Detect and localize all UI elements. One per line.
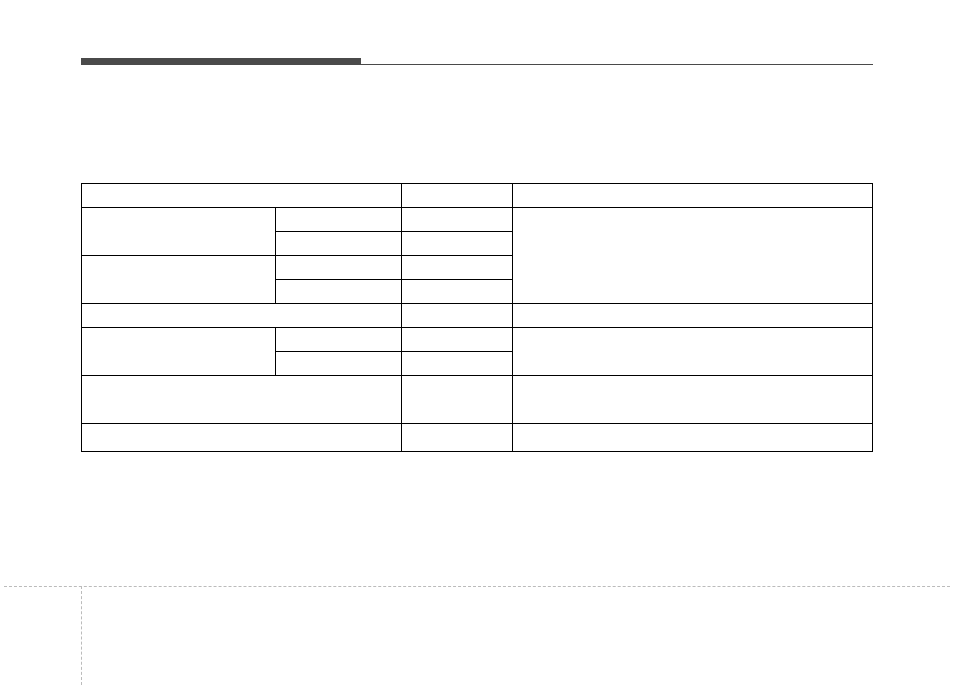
table-row: [82, 424, 873, 452]
cell: [402, 328, 513, 352]
cell: [402, 304, 513, 328]
cell: [513, 424, 873, 452]
cell: [82, 328, 276, 376]
cell: [82, 424, 402, 452]
cell: [275, 256, 402, 280]
table-row: [82, 376, 873, 424]
cell: [275, 280, 402, 304]
cell: [275, 232, 402, 256]
cell: [513, 328, 873, 376]
cell: [275, 208, 402, 232]
main-table: [81, 183, 873, 452]
table-row: [82, 328, 873, 352]
cell: [82, 184, 402, 208]
footer-dashed-vertical: [81, 586, 82, 685]
table-row: [82, 208, 873, 232]
cell: [513, 304, 873, 328]
header-rule-thick: [81, 58, 361, 65]
cell: [402, 376, 513, 424]
table-row: [82, 184, 873, 208]
table-body: [82, 184, 873, 452]
cell: [82, 208, 276, 256]
table-row: [82, 304, 873, 328]
header-rule-thin: [361, 64, 873, 65]
cell: [275, 352, 402, 376]
cell: [513, 208, 873, 304]
cell: [513, 184, 873, 208]
cell: [402, 184, 513, 208]
cell: [513, 376, 873, 424]
cell: [402, 280, 513, 304]
cell: [82, 256, 276, 304]
cell: [82, 304, 402, 328]
cell: [402, 424, 513, 452]
cell: [275, 328, 402, 352]
footer-dashed-rule: [4, 586, 950, 587]
cell: [402, 352, 513, 376]
cell: [402, 256, 513, 280]
cell: [402, 232, 513, 256]
cell: [82, 376, 402, 424]
cell: [402, 208, 513, 232]
